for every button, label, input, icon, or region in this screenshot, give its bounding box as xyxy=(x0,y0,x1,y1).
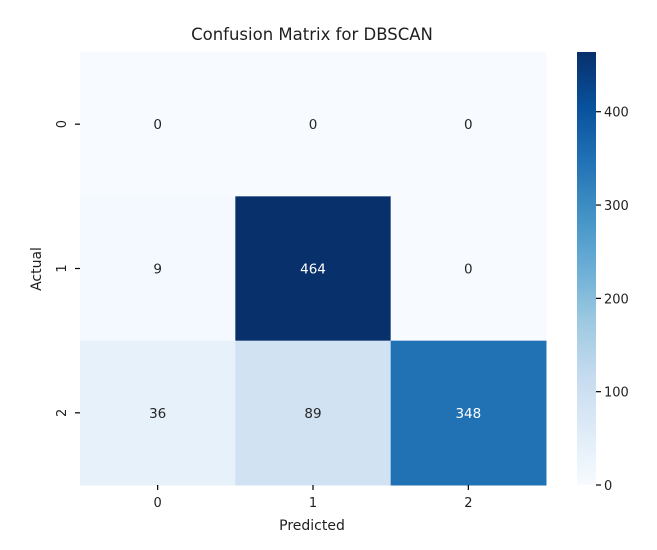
cell-value-label: 0 xyxy=(464,117,473,133)
colorbar-ticks: 0 100 200 300 400 xyxy=(596,106,629,494)
heatmap-cell xyxy=(80,52,236,197)
cell-value-label: 89 xyxy=(304,406,321,422)
colorbar-tick-label: 300 xyxy=(604,199,629,214)
x-tick-label: 1 xyxy=(309,496,317,511)
y-axis-label: Actual xyxy=(29,247,45,291)
cell-value-label: 348 xyxy=(455,406,481,422)
cell-value-label: 0 xyxy=(464,262,473,278)
heatmap-cell xyxy=(235,196,392,342)
y-tick-label: 1 xyxy=(55,264,70,272)
cell-value-label: 0 xyxy=(153,117,162,133)
heatmap-cell xyxy=(235,340,392,486)
x-axis-ticks: 0 1 2 xyxy=(154,485,472,511)
heatmap-cell xyxy=(390,52,547,197)
y-axis-ticks: 0 1 2 xyxy=(55,120,80,417)
y-tick-label: 2 xyxy=(55,409,70,417)
cell-value-label: 36 xyxy=(149,406,166,422)
heatmap-cell xyxy=(235,52,392,197)
colorbar-tick-label: 100 xyxy=(604,386,629,401)
chart-title: Confusion Matrix for DBSCAN xyxy=(191,25,433,44)
heatmap-cell xyxy=(390,340,547,486)
y-tick-label: 0 xyxy=(55,120,70,128)
heatmap-cell xyxy=(80,340,236,486)
heatmap-cells: 0 0 0 9 464 0 36 89 348 xyxy=(80,52,547,486)
heatmap-cell xyxy=(80,196,236,342)
x-tick-label: 2 xyxy=(464,496,472,511)
x-tick-label: 0 xyxy=(154,496,162,511)
cell-value-label: 9 xyxy=(153,262,162,278)
cell-value-label: 0 xyxy=(309,117,318,133)
colorbar-tick-label: 0 xyxy=(604,479,612,494)
x-axis-label: Predicted xyxy=(279,518,345,534)
heatmap-cell xyxy=(390,196,547,342)
colorbar-tick-label: 200 xyxy=(604,292,629,307)
colorbar xyxy=(577,52,596,485)
colorbar-tick-label: 400 xyxy=(604,106,629,121)
cell-value-label: 464 xyxy=(300,262,326,278)
